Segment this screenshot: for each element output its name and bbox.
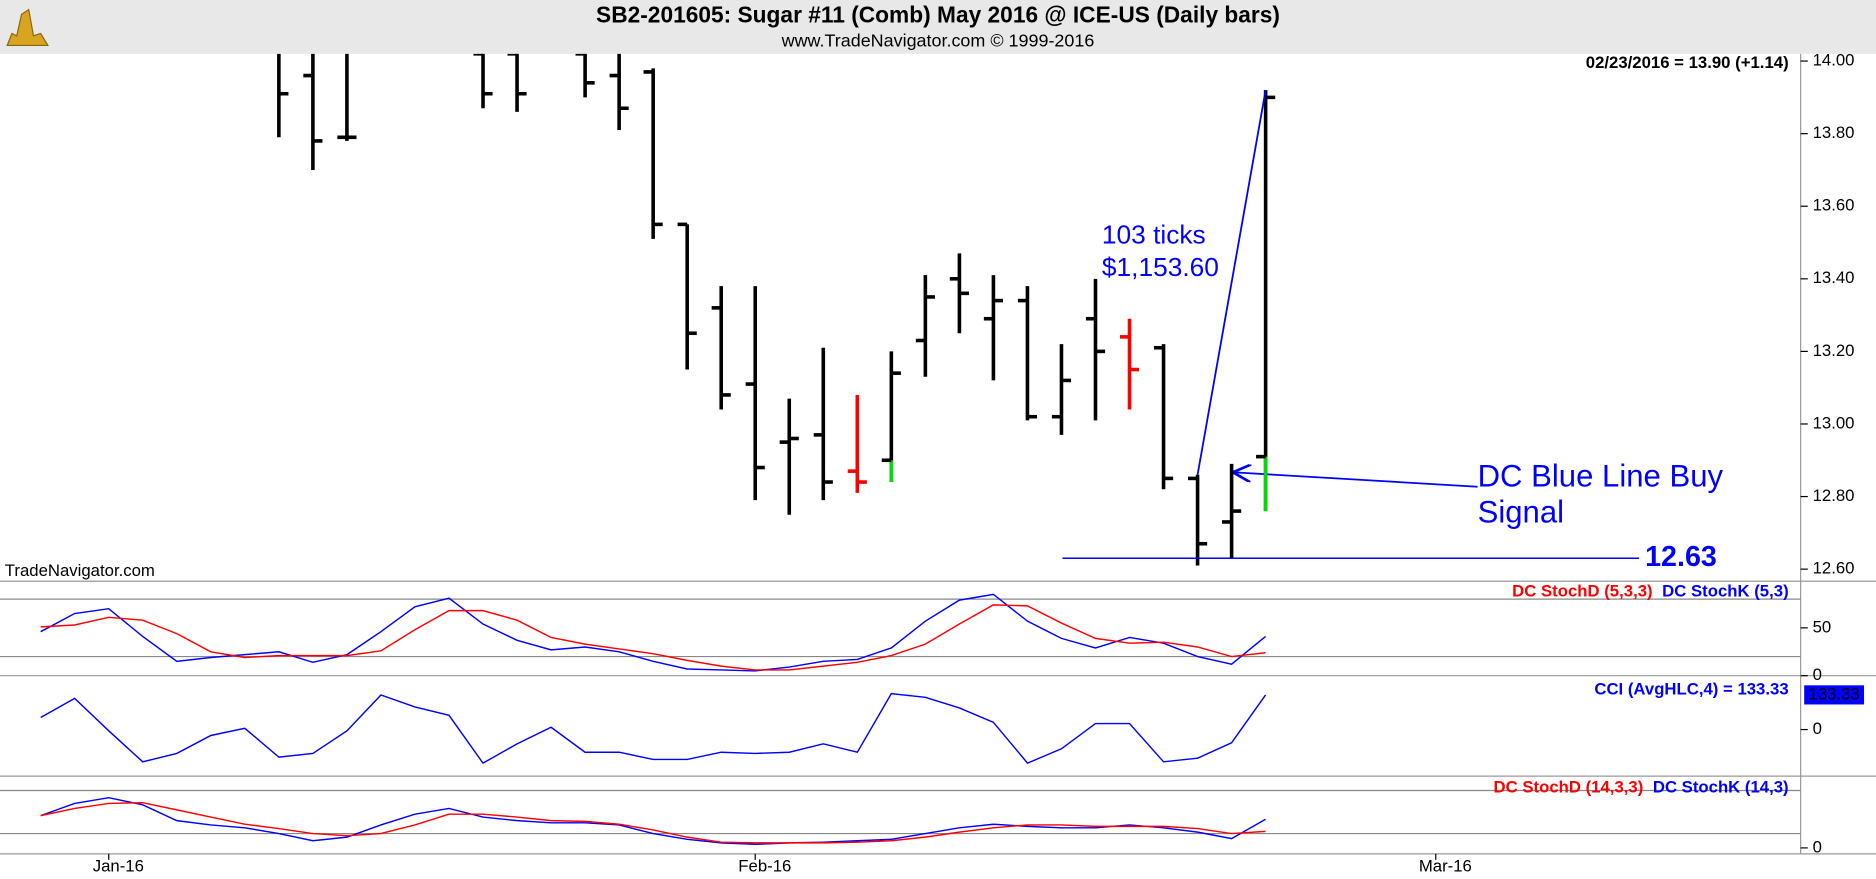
indicator-line xyxy=(40,801,1266,844)
annotation: Signal xyxy=(1478,494,1564,529)
signal-arrow xyxy=(1235,472,1478,488)
last-price-label: 02/23/2016 = 13.90 (+1.14) xyxy=(1586,53,1789,72)
x-tick-label: Jan-16 xyxy=(93,856,144,875)
tick-measure-line xyxy=(1196,89,1267,475)
y-tick-label: 0 xyxy=(1813,837,1822,856)
y-tick-label: 12.80 xyxy=(1813,486,1855,505)
frame xyxy=(0,53,1876,855)
value-badge-label: 133.33 xyxy=(1809,684,1860,703)
y-tick-label: 0 xyxy=(1813,665,1822,684)
legend-entry: DC StochD (5,3,3) xyxy=(1512,581,1652,600)
chart-subtitle: www.TradeNavigator.com © 1999-2016 xyxy=(781,31,1095,51)
annotation: DC Blue Line Buy xyxy=(1478,459,1724,494)
y-tick-label: 12.60 xyxy=(1813,559,1855,578)
indicator-line xyxy=(40,796,1266,846)
value-badge xyxy=(1804,685,1865,705)
header-band xyxy=(0,0,1876,54)
y-tick-label: 13.40 xyxy=(1813,268,1855,287)
y-tick-label: 13.60 xyxy=(1813,196,1855,215)
x-tick-label: Feb-16 xyxy=(738,856,791,875)
y-tick-label: 14.00 xyxy=(1813,50,1855,69)
plots: 12.60 12.80 13.00 13.20 13.40 13.60 13.80 14.00… xyxy=(0,50,1865,875)
annotation: $1,153.60 xyxy=(1102,252,1219,282)
indicator-line xyxy=(40,604,1266,671)
level-annotation: 12.63 xyxy=(1645,541,1717,573)
logo xyxy=(6,8,49,47)
watermark: TradeNavigator.com xyxy=(5,561,155,580)
legend-entry: DC StochK (5,3) xyxy=(1662,581,1788,600)
y-tick-label: 13.20 xyxy=(1813,341,1855,360)
y-tick-label: 13.80 xyxy=(1813,123,1855,142)
price-bars xyxy=(277,53,1276,566)
annotation: 103 ticks xyxy=(1102,220,1206,250)
indicator-line xyxy=(40,593,1267,672)
chart-title: SB2-201605: Sugar #11 (Comb) May 2016 @ … xyxy=(596,2,1280,28)
x-tick-label: Mar-16 xyxy=(1419,856,1472,875)
y-tick-label: 13.00 xyxy=(1813,413,1855,432)
legend-entry: DC StochK (14,3) xyxy=(1653,778,1789,797)
y-tick-label: 0 xyxy=(1813,719,1822,738)
legend-entry: DC StochD (14,3,3) xyxy=(1494,778,1644,797)
y-tick-label: 50 xyxy=(1813,617,1832,636)
legend-entry: CCI (AvgHLC,4) = 133.33 xyxy=(1594,679,1788,698)
indicator-line xyxy=(40,692,1267,765)
